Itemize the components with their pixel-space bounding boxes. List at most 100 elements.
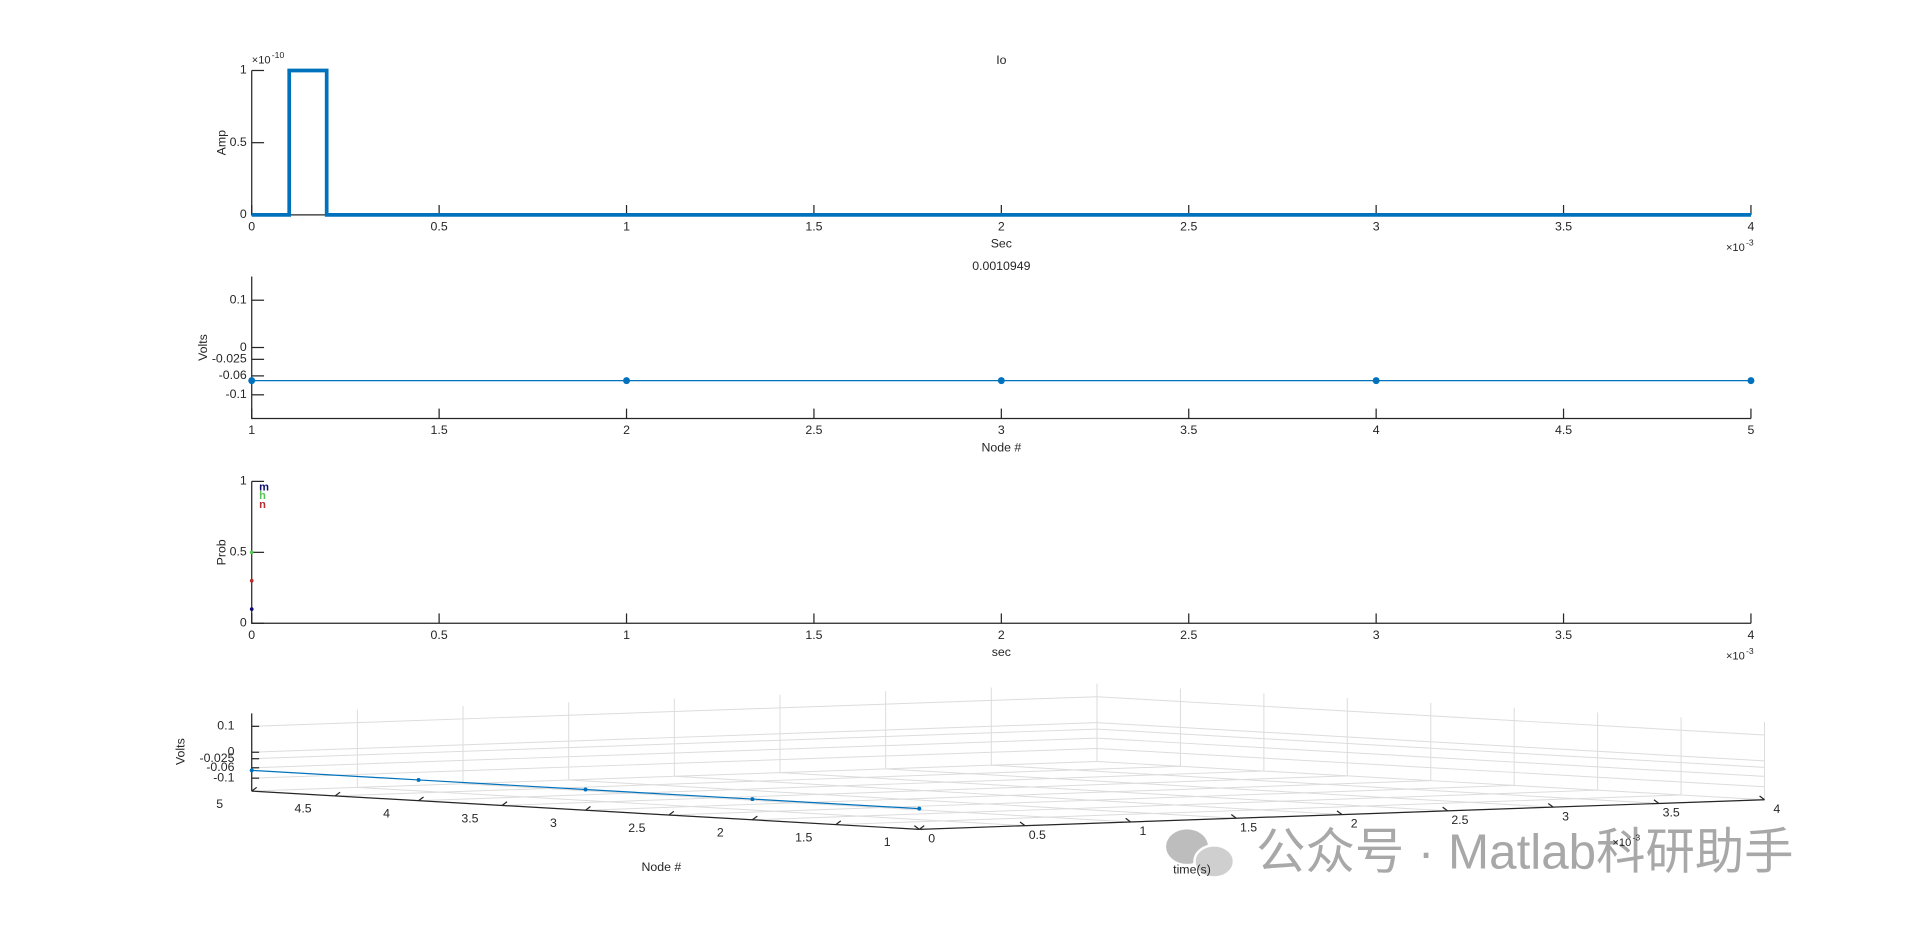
y-tick — [334, 791, 341, 797]
z-tick-label: -0.06 — [206, 760, 234, 774]
x-tick-label: 2 — [623, 423, 630, 437]
x-tick-label: 1.5 — [805, 219, 822, 233]
y-tick — [501, 801, 508, 806]
chart-title: 0.0010949 — [972, 259, 1030, 273]
x-tick-label: 4 — [1773, 802, 1780, 816]
x-tick — [913, 825, 920, 830]
legend-entry: n — [259, 499, 266, 511]
watermark: 公众号 · Matlab科研助手 — [1256, 824, 1793, 879]
data-point — [249, 607, 254, 611]
grid-line — [418, 770, 1264, 802]
grid-line — [1096, 696, 1765, 736]
y-tick-label: 0 — [240, 340, 247, 354]
x-tick-label: 1.5 — [1240, 820, 1257, 834]
y-tick — [585, 806, 591, 811]
y-axis-label: Amp — [214, 130, 228, 155]
x-tick-label: 0.5 — [431, 219, 448, 233]
x-tick-label: 3 — [998, 423, 1005, 437]
grid-line — [1096, 728, 1765, 768]
x-tick-label: 3.5 — [1555, 628, 1572, 642]
x-axis-label: Node # — [981, 440, 1021, 454]
axis-multiplier: ×10 — [1726, 651, 1745, 663]
grid-line — [1096, 748, 1765, 788]
grid-line — [502, 775, 1348, 806]
x-tick-label: 1.5 — [805, 628, 822, 642]
x-tick-label: 3.5 — [1663, 806, 1680, 820]
z-tick-label: -0.025 — [199, 751, 234, 765]
y-tick-label: -0.1 — [226, 387, 247, 401]
x-tick — [1230, 814, 1237, 819]
z-tick-label: 0.1 — [217, 719, 234, 733]
x-tick-label: 2.5 — [1180, 219, 1197, 233]
y-tick-label: 5 — [216, 797, 223, 811]
x-tick-label: 2.5 — [1180, 628, 1197, 642]
x-tick — [1336, 810, 1343, 816]
x-tick-label: 3 — [1373, 219, 1380, 233]
data-point — [1372, 377, 1380, 385]
legend-entry: h — [259, 490, 266, 502]
x-tick-label: 1.5 — [431, 423, 448, 437]
x-tick-label: 2 — [998, 219, 1005, 233]
axis-multiplier: ×10 — [1726, 242, 1745, 254]
x-tick — [1759, 795, 1765, 801]
z-axis-label: Volts — [174, 738, 188, 765]
x-tick-label: 0 — [248, 628, 255, 642]
legend-entry: m — [259, 481, 269, 493]
watermark-icon — [1166, 829, 1236, 879]
y-tick — [668, 810, 675, 816]
data-point — [997, 377, 1005, 385]
z-tick-label: -0.1 — [213, 770, 234, 784]
data-point — [917, 806, 922, 811]
data-line — [251, 68, 1751, 217]
y-tick-label: 1 — [240, 474, 247, 488]
grid-line — [335, 765, 1181, 797]
grid-line — [251, 748, 1097, 779]
data-point — [750, 797, 755, 802]
x-axis-label: Sec — [991, 237, 1012, 251]
y-tick — [418, 796, 424, 802]
x-tick-label: 2 — [1351, 817, 1358, 831]
y-tick-label: -0.06 — [219, 368, 247, 382]
data-point — [248, 377, 256, 385]
x-tick-label: 4 — [1373, 423, 1380, 437]
y-tick-label: 3 — [550, 816, 557, 830]
x-tick-label: 0.5 — [431, 628, 448, 642]
grid-line — [251, 722, 1097, 753]
grid-line — [585, 780, 1431, 811]
x-tick-label: 0 — [248, 219, 255, 233]
y-tick-label: 2.5 — [628, 821, 645, 835]
grid-line — [835, 794, 1682, 826]
z-tick-label: 0 — [228, 744, 235, 758]
y-tick-label: 4.5 — [295, 802, 312, 816]
y-tick — [835, 820, 842, 826]
x-tick-label: 3.5 — [1180, 423, 1197, 437]
x-tick-label: 2.5 — [1451, 813, 1468, 827]
x-tick-label: 3.5 — [1555, 219, 1572, 233]
x-tick — [1653, 799, 1660, 804]
y-tick-label: 0.5 — [230, 545, 247, 559]
x-tick-label: 4.5 — [1555, 423, 1572, 437]
y-tick-label: 0.5 — [230, 135, 247, 149]
data-point — [249, 550, 254, 555]
grid-line — [251, 737, 1097, 769]
data-point — [416, 777, 421, 782]
y-axis-label: Node # — [642, 860, 682, 874]
y-tick — [752, 815, 758, 821]
grid-line — [251, 761, 1097, 792]
x-tick-label: 4 — [1748, 628, 1755, 642]
data-point — [583, 787, 588, 792]
axis-multiplier: ×10 — [1612, 837, 1631, 849]
axis-multiplier: ×10 — [252, 55, 271, 67]
grid-line — [752, 789, 1598, 821]
x-tick-label: 1 — [623, 219, 630, 233]
y-axis-label: Volts — [196, 334, 210, 361]
y-tick — [918, 825, 925, 830]
x-tick-label: 1 — [248, 423, 255, 437]
x-axis-label: time(s) — [1173, 862, 1211, 876]
x-tick — [1442, 806, 1448, 812]
y-tick-label: 0.1 — [230, 292, 247, 306]
x-tick-label: 5 — [1748, 423, 1755, 437]
grid-line — [251, 696, 1097, 727]
